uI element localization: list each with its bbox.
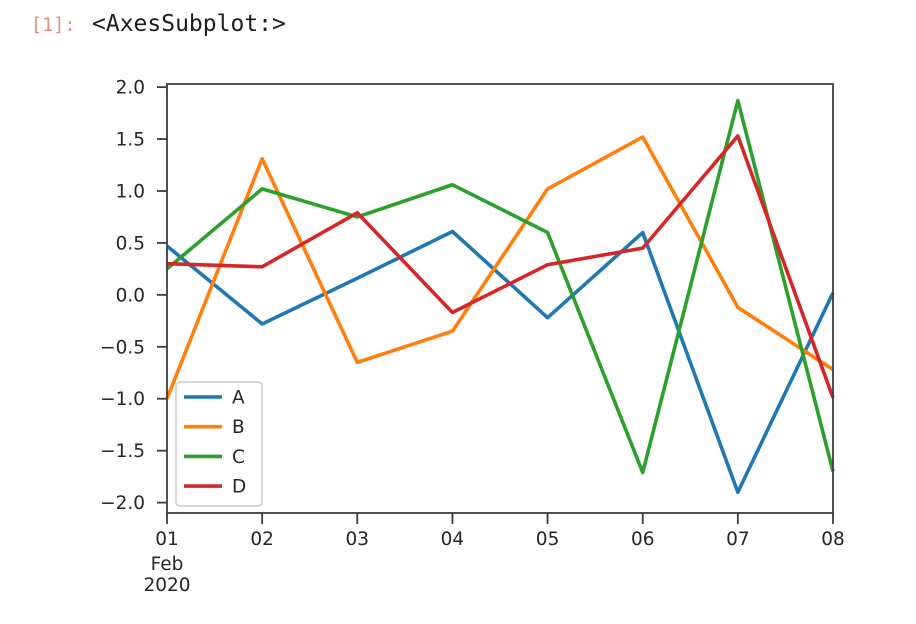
- y-axis-tick-label: 0.5: [116, 233, 145, 254]
- series-line-A: [165, 229, 835, 495]
- legend-label-C: C: [232, 447, 245, 468]
- series-line-B: [165, 135, 834, 400]
- y-axis-tick-label: 1.0: [116, 181, 145, 202]
- y-axis-tick-label: −0.5: [100, 337, 145, 358]
- legend-label-D: D: [232, 477, 246, 498]
- x-axis-tick-label: 03: [346, 529, 370, 550]
- x-axis-tick-label: 07: [726, 529, 750, 550]
- output-prompt: [1]:: [31, 15, 76, 36]
- y-axis-tick-label: 1.5: [116, 130, 145, 151]
- y-axis-tick-label: −2.0: [100, 493, 145, 514]
- x-axis-tick-label: 08: [821, 529, 845, 550]
- series-line-C: [165, 98, 835, 475]
- x-axis-tick-label: 01: [155, 529, 179, 550]
- y-axis-tick-label: −1.0: [100, 389, 145, 410]
- legend-label-A: A: [232, 388, 245, 409]
- x-axis-tick-label: 06: [631, 529, 655, 550]
- x-axis-tick-label: 04: [441, 529, 465, 550]
- y-axis-tick-label: 0.0: [116, 285, 145, 306]
- x-axis-date-label: Feb: [151, 554, 184, 575]
- series-line-D: [166, 134, 835, 399]
- x-axis-tick-label: 05: [536, 529, 560, 550]
- y-axis-tick-label: −1.5: [100, 441, 145, 462]
- axes-subplot-repr-text: <AxesSubplot:>: [92, 11, 286, 37]
- x-axis-date-label: 2020: [143, 575, 190, 596]
- plot-border: [166, 83, 834, 514]
- x-axis-tick-label: 02: [250, 529, 274, 550]
- y-axis-tick-label: 2.0: [116, 78, 145, 99]
- legend-box: [175, 381, 263, 507]
- legend-label-B: B: [232, 417, 245, 438]
